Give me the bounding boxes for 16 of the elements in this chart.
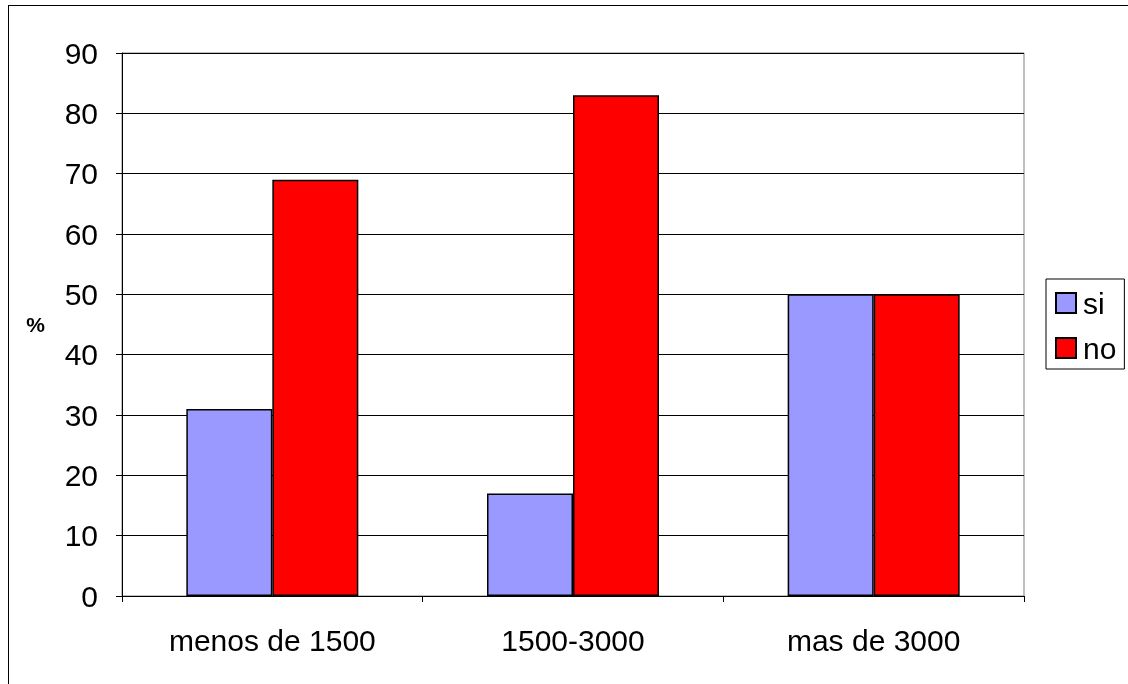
y-tick-label: 10 [64, 519, 98, 553]
legend-label: si [1083, 286, 1105, 320]
x-tick-label: menos de 1500 [168, 623, 376, 657]
y-tick-label: 60 [64, 217, 98, 251]
y-tick-label: 30 [64, 398, 98, 432]
y-tick-label: 90 [64, 36, 98, 70]
y-tick-label: 70 [64, 157, 98, 191]
x-tick-label: 1500-3000 [501, 623, 645, 657]
y-tick-label: 0 [81, 579, 98, 613]
y-tick-label: 80 [64, 96, 98, 130]
y-tick-label: 40 [64, 338, 98, 372]
y-tick-label: 20 [64, 458, 98, 492]
legend-label: no [1083, 331, 1117, 365]
y-axis-title: % [26, 313, 46, 336]
x-tick-label: mas de 3000 [786, 623, 961, 657]
y-tick-label: 50 [64, 277, 98, 311]
